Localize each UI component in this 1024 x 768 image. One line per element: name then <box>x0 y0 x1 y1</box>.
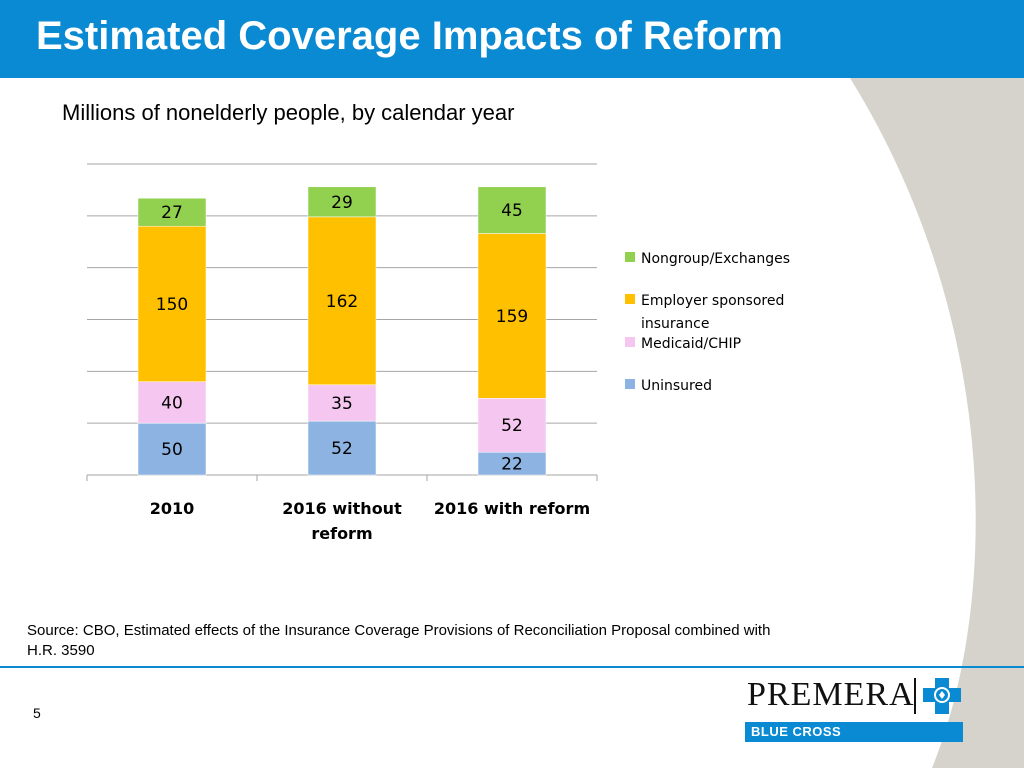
category-label: reform <box>311 524 372 543</box>
category-label: 2016 without <box>282 499 402 518</box>
category-label: 2016 with reform <box>434 499 590 518</box>
data-label: 29 <box>331 193 353 213</box>
data-label: 27 <box>161 203 183 223</box>
data-label: 40 <box>161 393 183 413</box>
bar-segment <box>477 186 547 234</box>
bar-segment <box>477 233 547 399</box>
legend-label: Employer sponsored <box>641 293 784 309</box>
data-label: 159 <box>496 307 528 327</box>
chart-subtitle: Millions of nonelderly people, by calend… <box>62 100 515 125</box>
logo-divider <box>914 678 916 714</box>
slide-title: Estimated Coverage Impacts of Reform <box>36 14 783 58</box>
legend-swatch <box>625 337 635 347</box>
legend-label: Uninsured <box>641 378 712 394</box>
logo-wordmark: PREMERA <box>747 676 915 713</box>
bar-segment <box>307 186 377 218</box>
premera-logo: PREMERA BLUE CROSS <box>745 676 965 742</box>
bar-segment <box>307 216 377 386</box>
data-label: 52 <box>501 416 523 436</box>
bar-segment <box>307 420 377 476</box>
legend-swatch <box>625 294 635 304</box>
data-label: 35 <box>331 394 353 414</box>
blue-cross-icon <box>923 678 961 714</box>
legend-label: insurance <box>641 316 709 332</box>
bar-segment <box>477 398 547 453</box>
data-label: 50 <box>161 440 183 460</box>
footer-rule <box>0 666 1024 668</box>
data-label: 52 <box>331 439 353 459</box>
category-label: 2010 <box>150 499 195 518</box>
logo-band-text: BLUE CROSS <box>751 724 842 739</box>
data-label: 150 <box>156 295 188 315</box>
legend-swatch <box>625 252 635 262</box>
logo-band: BLUE CROSS <box>745 722 963 742</box>
source-note: Source: CBO, Estimated effects of the In… <box>27 622 771 659</box>
legend-label: Nongroup/Exchanges <box>641 251 790 267</box>
bar-segment <box>137 225 207 382</box>
data-label: 22 <box>501 455 523 475</box>
page-number: 5 <box>33 705 41 721</box>
title-bar: Estimated Coverage Impacts of Reform <box>0 0 1024 78</box>
bar-segment <box>137 197 207 227</box>
data-label: 162 <box>326 292 358 312</box>
legend-label: Medicaid/CHIP <box>641 336 741 352</box>
data-label: 45 <box>501 201 523 221</box>
legend-swatch <box>625 379 635 389</box>
